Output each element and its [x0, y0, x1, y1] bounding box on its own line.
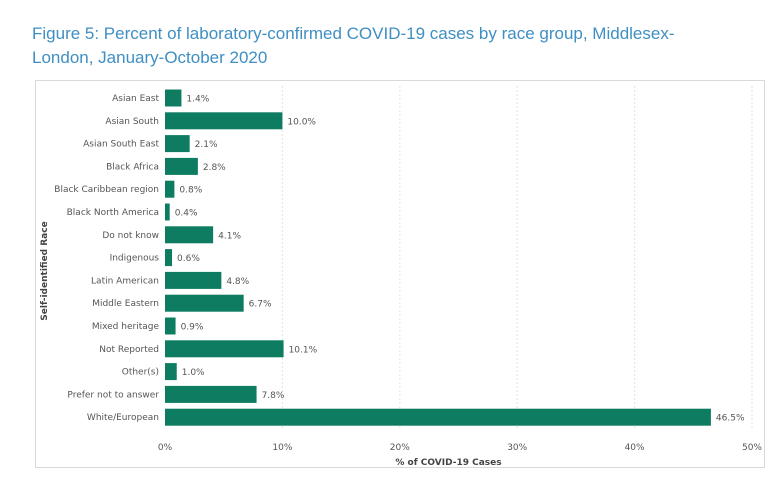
x-tick-label: 50%	[742, 443, 762, 453]
data-label: 4.8%	[226, 277, 249, 287]
category-label: Middle Eastern	[92, 299, 159, 309]
x-tick-label: 40%	[625, 443, 645, 453]
bar	[165, 157, 198, 175]
bar	[165, 135, 190, 153]
category-label: Other(s)	[122, 368, 159, 378]
figure-title: Figure 5: Percent of laboratory-confirme…	[32, 24, 675, 67]
bar	[165, 408, 711, 426]
data-label: 2.8%	[203, 163, 226, 173]
bar	[165, 317, 176, 335]
data-label: 6.7%	[249, 300, 272, 310]
category-label: Black Caribbean region	[54, 185, 159, 195]
data-label: 1.0%	[182, 368, 205, 378]
data-label: 10.0%	[287, 117, 316, 127]
data-label: 2.1%	[195, 140, 218, 150]
bar	[165, 271, 222, 289]
bar	[165, 226, 214, 244]
category-label: White/European	[87, 413, 159, 423]
bar	[165, 385, 257, 403]
category-label: Black Africa	[106, 162, 159, 172]
data-label: 4.1%	[218, 231, 241, 241]
category-label: Not Reported	[99, 345, 159, 355]
bar	[165, 180, 175, 198]
category-label: Mixed heritage	[92, 322, 160, 332]
tick-layer: 0% 10% 20% 30% 40% 50%	[158, 443, 763, 453]
chart-frame	[35, 80, 765, 468]
grid-layer	[281, 86, 753, 430]
x-axis-title: % of COVID-19 Cases	[395, 458, 501, 468]
bar	[165, 112, 283, 130]
bar	[165, 363, 177, 381]
bar	[165, 249, 173, 267]
category-label: Prefer not to answer	[67, 390, 159, 400]
data-label: 10.1%	[289, 345, 318, 355]
data-label: 46.5%	[716, 414, 745, 424]
x-tick-label: 10%	[272, 443, 292, 453]
y-axis-title: Self-identified Race	[40, 221, 50, 320]
x-tick-label: 20%	[390, 443, 410, 453]
bar	[165, 340, 284, 358]
x-tick-label: 30%	[507, 443, 527, 453]
category-label: Do not know	[102, 231, 159, 241]
x-tick-label: 0%	[158, 443, 173, 453]
bar	[165, 89, 182, 107]
category-label: Asian South East	[83, 140, 159, 150]
data-label: 1.4%	[186, 95, 209, 105]
bar-layer	[165, 89, 711, 426]
data-label: 0.6%	[177, 254, 200, 264]
data-label: 7.8%	[262, 391, 285, 401]
data-label: 0.9%	[181, 323, 204, 333]
category-label: Asian East	[112, 94, 159, 104]
category-label: Latin American	[91, 276, 159, 286]
data-label: 0.4%	[175, 209, 198, 219]
bar	[165, 294, 244, 312]
category-label: Asian South	[105, 117, 159, 127]
bar	[165, 203, 170, 221]
category-label: Indigenous	[110, 254, 160, 264]
label-layer: Asian East 1.4% Asian South 10.0% Asian Sout…	[54, 94, 745, 424]
category-label: Black North America	[67, 208, 159, 218]
data-label: 0.8%	[179, 186, 202, 196]
